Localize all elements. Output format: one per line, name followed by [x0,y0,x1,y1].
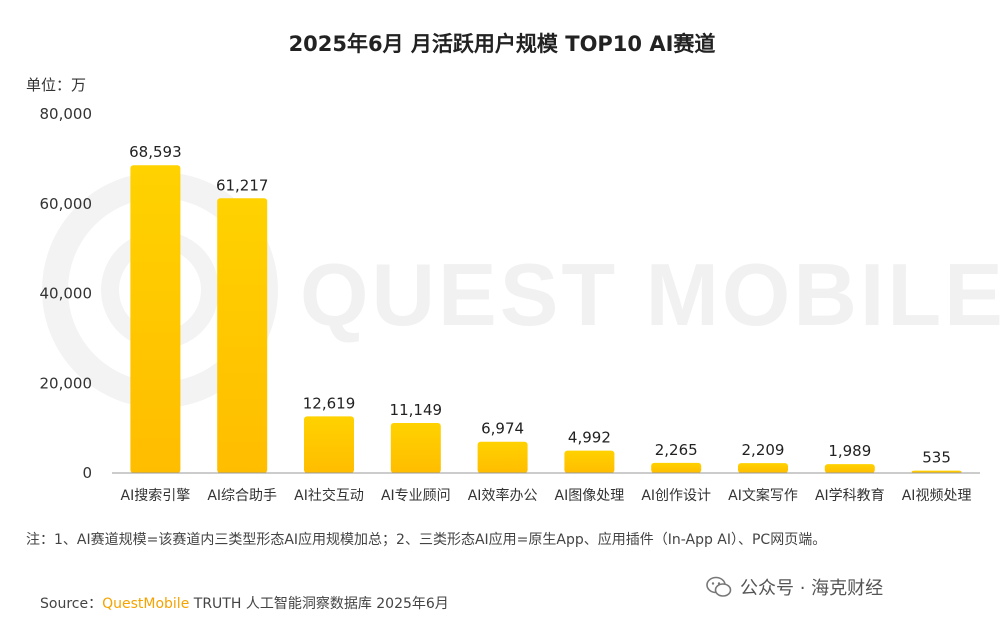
bar-value-label: 4,992 [568,429,611,447]
bars: 68,593 61,217 12,619 11,149 6,974 4,992 2,265 2… [129,143,962,474]
bar-value-label: 6,974 [481,420,524,438]
x-tick-label: AI搜索引擎 [121,487,191,504]
wechat-account: 公众号 · 海克财经 [706,572,883,602]
unit-label: 单位：万 [26,76,87,94]
source-brand: QuestMobile [102,596,190,612]
x-tick-label: AI文案写作 [728,487,798,504]
bar [911,470,962,473]
x-tick-label: AI学科教育 [815,488,885,504]
y-axis: 0 20,000 40,000 60,000 80,000 [40,105,93,482]
bar-value-label: 61,217 [216,176,269,194]
bar [564,450,615,473]
y-tick-label: 80,000 [40,105,93,123]
bar-value-label: 2,209 [742,441,785,459]
source-rest: TRUTH 人工智能洞察数据库 2025年6月 [189,596,449,612]
bar [390,422,441,473]
wechat-text: 公众号 · 海克财经 [740,578,884,599]
x-tick-label: AI专业顾问 [381,488,451,504]
bar-value-label: 535 [922,449,951,467]
bar [477,441,528,473]
y-tick-label: 40,000 [40,285,93,303]
x-tick-label: AI效率办公 [468,487,538,504]
bar-value-label: 11,149 [390,401,443,419]
bar [130,165,181,474]
y-tick-label: 20,000 [40,374,93,392]
bar [304,416,354,473]
bar-value-label: 12,619 [303,394,356,412]
footnote: 注：1、AI赛道规模=该赛道内三类型形态AI应用规模加总；2、三类形态AI应用=… [26,532,827,548]
bar [217,198,268,474]
bar [824,464,875,473]
source-line: Source：QuestMobile TRUTH 人工智能洞察数据库 2025年… [40,593,449,613]
x-tick-label: AI综合助手 [207,488,277,504]
y-tick-label: 0 [82,464,92,482]
bar-value-label: 2,265 [655,441,698,459]
bar [738,463,788,473]
x-tick-label: AI视频处理 [902,488,972,504]
x-tick-label: AI社交互动 [294,487,364,504]
watermark-text: QUEST MOBILE [300,245,1004,344]
chart-title: 2025年6月 月活跃用户规模 TOP10 AI赛道 [288,32,716,56]
x-axis: AI搜索引擎 AI综合助手 AI社交互动 AI专业顾问 AI效率办公 AI图像处理 AI创作… [112,472,980,504]
bar [651,462,702,473]
wechat-icon [706,576,732,597]
x-tick-label: AI图像处理 [555,488,625,504]
y-tick-label: 60,000 [40,195,93,213]
bar-value-label: 1,989 [828,442,871,460]
bar-value-label: 68,593 [129,143,182,161]
source-label: Source： [40,596,103,612]
watermark: QUEST MOBILE [42,172,1004,408]
x-tick-label: AI创作设计 [641,488,711,504]
